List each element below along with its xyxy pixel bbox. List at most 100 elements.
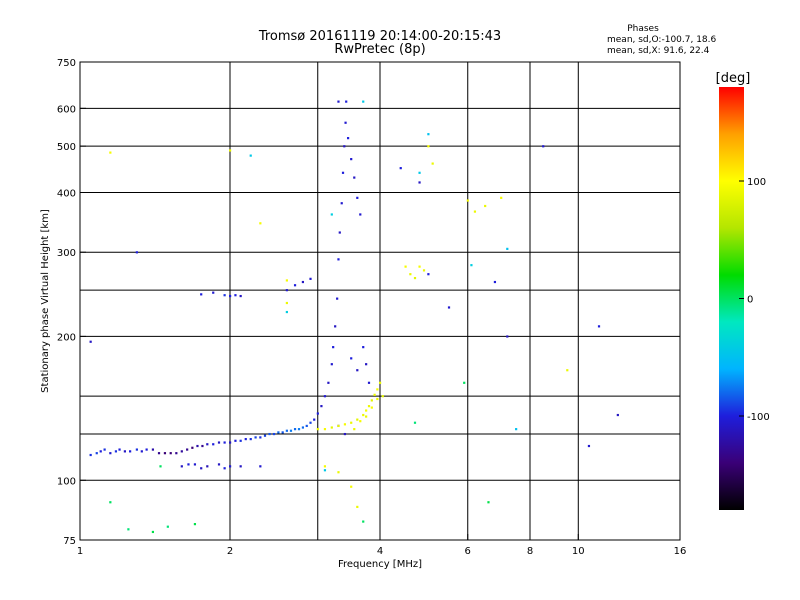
data-point-1-39 bbox=[285, 279, 288, 282]
y-tick-label-3: 300 bbox=[57, 248, 76, 259]
data-point-0-94 bbox=[447, 306, 451, 309]
y-tick-label-5: 500 bbox=[57, 142, 76, 153]
data-point-1-0 bbox=[316, 428, 319, 431]
data-point-1-25 bbox=[427, 145, 430, 148]
data-point-1-30 bbox=[473, 210, 477, 213]
data-point-0-0 bbox=[89, 453, 92, 457]
data-point-0-97 bbox=[542, 145, 545, 148]
x-tick-label-0: 1 bbox=[77, 546, 83, 557]
data-point-0-7 bbox=[123, 450, 126, 453]
colorbar-ticks: 100 0 -100 bbox=[739, 177, 770, 423]
data-point-1-27 bbox=[466, 199, 469, 202]
data-point-1-33 bbox=[259, 222, 262, 225]
data-point-0-76 bbox=[239, 294, 242, 298]
x-tick-label-6: 16 bbox=[674, 546, 687, 557]
y-tick-label-6: 600 bbox=[57, 104, 76, 115]
data-point-1-3 bbox=[337, 424, 340, 428]
data-point-0-28 bbox=[239, 439, 242, 442]
data-point-0-85 bbox=[359, 213, 362, 216]
data-point-1-36 bbox=[337, 471, 340, 474]
data-point-0-3 bbox=[103, 448, 106, 451]
data-point-1-31 bbox=[109, 151, 112, 154]
data-point-0-53 bbox=[336, 297, 339, 300]
data-point-3-7 bbox=[515, 428, 518, 431]
data-point-0-78 bbox=[293, 284, 297, 287]
y-tick-label-0: 75 bbox=[63, 536, 76, 547]
data-point-0-54 bbox=[337, 258, 340, 261]
data-point-3-2 bbox=[330, 213, 333, 216]
data-point-3-8 bbox=[362, 100, 365, 103]
data-point-0-57 bbox=[341, 171, 345, 174]
data-point-0-88 bbox=[367, 381, 371, 384]
data-point-0-63 bbox=[206, 465, 209, 468]
data-point-0-45 bbox=[313, 418, 316, 421]
data-point-1-12 bbox=[376, 388, 379, 391]
data-point-0-32 bbox=[259, 436, 262, 439]
data-point-1-11 bbox=[373, 393, 376, 396]
data-point-0-100 bbox=[587, 444, 591, 448]
data-point-2-4 bbox=[127, 528, 130, 531]
data-point-0-39 bbox=[289, 429, 293, 432]
data-point-0-34 bbox=[268, 432, 271, 436]
data-point-1-4 bbox=[343, 423, 347, 426]
data-point-1-32 bbox=[229, 149, 232, 152]
data-point-1-15 bbox=[353, 428, 356, 431]
data-point-0-44 bbox=[309, 421, 312, 424]
data-point-0-11 bbox=[145, 448, 148, 451]
data-point-0-98 bbox=[597, 325, 601, 328]
data-point-1-2 bbox=[330, 426, 333, 429]
data-point-0-20 bbox=[196, 444, 199, 448]
data-point-1-13 bbox=[379, 381, 382, 384]
data-point-2-6 bbox=[463, 381, 466, 384]
data-point-0-19 bbox=[191, 446, 194, 449]
data-point-2-9 bbox=[362, 520, 365, 523]
data-point-0-1 bbox=[95, 452, 98, 455]
data-point-1-22 bbox=[413, 276, 417, 280]
data-point-0-61 bbox=[180, 465, 183, 468]
x-tick-label-2: 4 bbox=[377, 546, 383, 557]
data-point-0-5 bbox=[114, 450, 118, 453]
y-axis-label: Stationary phase Virtual Height [km] bbox=[40, 209, 51, 393]
data-point-0-52 bbox=[334, 325, 337, 328]
phases-o-stats: mean, sd,O:-100.7, 18.6 bbox=[607, 35, 717, 45]
data-point-0-105 bbox=[343, 432, 347, 436]
data-point-1-21 bbox=[409, 273, 412, 276]
data-point-0-87 bbox=[365, 363, 368, 366]
data-point-0-2 bbox=[99, 450, 102, 453]
data-point-2-0 bbox=[159, 465, 162, 468]
data-point-0-12 bbox=[151, 448, 155, 451]
data-point-0-79 bbox=[301, 280, 305, 284]
data-point-0-24 bbox=[217, 441, 221, 444]
data-point-0-42 bbox=[301, 426, 305, 429]
data-point-1-9 bbox=[367, 405, 371, 408]
data-point-0-60 bbox=[345, 100, 348, 103]
data-point-0-74 bbox=[229, 294, 232, 298]
data-point-0-56 bbox=[340, 202, 343, 205]
data-point-2-5 bbox=[151, 530, 155, 534]
data-point-1-28 bbox=[484, 204, 487, 208]
data-point-1-20 bbox=[404, 265, 407, 268]
data-point-0-84 bbox=[356, 196, 359, 199]
data-point-0-37 bbox=[281, 431, 284, 434]
data-point-0-65 bbox=[229, 465, 232, 468]
data-point-0-103 bbox=[337, 100, 340, 103]
data-point-0-16 bbox=[175, 452, 178, 455]
chart-title: Tromsø 20161119 20:14:00-20:15:43 bbox=[258, 29, 501, 44]
data-point-0-80 bbox=[309, 277, 312, 280]
data-point-0-18 bbox=[186, 448, 189, 451]
data-point-1-35 bbox=[323, 465, 327, 468]
data-points bbox=[89, 100, 619, 534]
data-point-2-3 bbox=[109, 501, 112, 504]
colorbar-unit: [deg] bbox=[716, 71, 751, 86]
data-point-0-9 bbox=[135, 448, 138, 451]
data-point-0-40 bbox=[293, 428, 297, 431]
y-tick-label-4: 400 bbox=[57, 188, 76, 199]
data-point-0-73 bbox=[223, 294, 226, 297]
data-point-1-24 bbox=[422, 269, 426, 272]
data-point-3-3 bbox=[418, 171, 421, 174]
x-axis-ticks: 1 2 4 6 8 10 16 bbox=[77, 534, 687, 557]
data-point-1-23 bbox=[418, 265, 421, 268]
x-tick-label-5: 10 bbox=[572, 546, 585, 557]
data-point-0-25 bbox=[223, 441, 226, 444]
